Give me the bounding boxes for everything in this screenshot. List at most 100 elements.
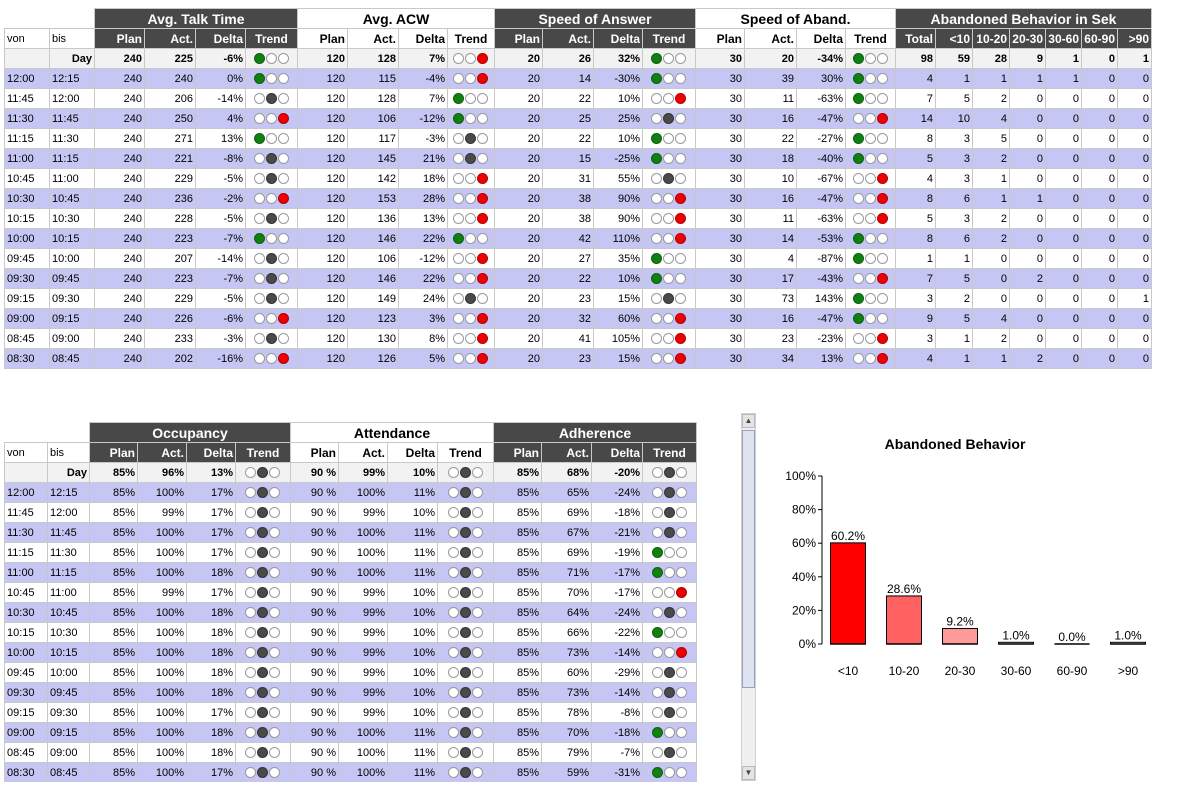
time-to: 11:30: [47, 542, 90, 563]
trend-cell: [642, 622, 697, 643]
cell-abandoned: 0: [1045, 108, 1082, 129]
scroll-down-arrow-icon[interactable]: ▼: [742, 766, 755, 780]
scroll-up-arrow-icon[interactable]: ▲: [742, 414, 755, 428]
trend-indicator: [447, 507, 484, 519]
cell-occ: 100%: [137, 662, 187, 683]
trend-dot-icon: [651, 667, 663, 679]
trend-dot-icon: [257, 567, 268, 579]
trend-cell: [245, 308, 298, 329]
cell-aband: 30: [695, 288, 745, 309]
cell-acw: -4%: [398, 68, 448, 89]
trend-indicator: [651, 193, 687, 205]
trend-dot-icon: [675, 627, 687, 639]
trend-indicator: [245, 547, 281, 559]
cell-abandoned: 0: [1009, 148, 1046, 169]
trend-dot-icon: [277, 113, 289, 125]
trend-indicator: [651, 173, 687, 185]
cell-talk: 225: [144, 48, 196, 69]
cell-soa: 23: [542, 348, 594, 369]
column-header: 10-20: [972, 28, 1010, 49]
cell-abandoned: 3: [935, 128, 973, 149]
trend-indicator: [852, 233, 889, 245]
bis-header: bis: [47, 442, 90, 463]
cell-abandoned: 0: [1045, 348, 1082, 369]
trend-dot-icon: [651, 153, 662, 165]
trend-dot-icon: [675, 173, 686, 185]
cell-abandoned: 4: [972, 308, 1010, 329]
trend-dot-icon: [465, 153, 476, 165]
cell-adh: 85%: [493, 622, 542, 643]
cell-aband: 30: [695, 108, 745, 129]
cell-att: 100%: [338, 722, 388, 743]
cell-abandoned: 0: [1009, 288, 1046, 309]
trend-dot-icon: [876, 193, 888, 205]
vertical-scrollbar[interactable]: ▲ ▼: [741, 413, 756, 781]
cell-adh: -8%: [591, 702, 643, 723]
trend-cell: [642, 308, 696, 329]
cell-aband: 11: [744, 208, 797, 229]
cell-occ: 100%: [137, 482, 187, 503]
trend-dot-icon: [245, 747, 256, 759]
cell-att: 99%: [338, 582, 388, 603]
cell-abandoned: 0: [1045, 308, 1082, 329]
cell-abandoned: 8: [895, 228, 936, 249]
cell-talk: 13%: [195, 128, 246, 149]
cell-acw: 146: [347, 268, 399, 289]
trend-dot-icon: [447, 507, 459, 519]
trend-indicator: [651, 687, 688, 699]
trend-indicator: [253, 173, 290, 185]
trend-dot-icon: [277, 53, 289, 65]
cell-talk: 229: [144, 168, 196, 189]
trend-dot-icon: [265, 313, 277, 325]
trend-dot-icon: [471, 467, 483, 479]
trend-dot-icon: [253, 173, 265, 185]
column-header: Delta: [796, 28, 846, 49]
column-header: Delta: [186, 442, 236, 463]
trend-dot-icon: [876, 273, 888, 285]
trend-dot-icon: [852, 153, 864, 165]
cell-abandoned: 0: [1045, 148, 1082, 169]
cell-occ: 85%: [89, 582, 138, 603]
trend-cell: [437, 682, 494, 703]
cell-att: 99%: [338, 502, 388, 523]
cell-occ: 17%: [186, 542, 236, 563]
cell-att: 11%: [387, 762, 438, 782]
trend-dot-icon: [257, 627, 268, 639]
y-tick-label: 100%: [785, 469, 816, 483]
trend-dot-icon: [471, 647, 483, 659]
trend-cell: [235, 622, 291, 643]
cell-abandoned: 2: [972, 88, 1010, 109]
cell-att: 90 %: [290, 482, 339, 503]
trend-dot-icon: [477, 213, 488, 225]
trend-dot-icon: [663, 747, 675, 759]
table-row: 09:30 09:45 240 223 -7% 120 146 22% 20 22 10% 30 17-…: [4, 268, 1152, 289]
trend-dot-icon: [253, 113, 265, 125]
trend-dot-icon: [245, 627, 256, 639]
trend-dot-icon: [477, 353, 488, 365]
trend-dot-icon: [269, 707, 280, 719]
cell-talk: 233: [144, 328, 196, 349]
cell-att: 90 %: [290, 562, 339, 583]
cell-abandoned: 2: [1009, 268, 1046, 289]
cell-adh: 85%: [493, 482, 542, 503]
trend-dot-icon: [459, 507, 471, 519]
time-to: 09:30: [49, 288, 95, 309]
trend-indicator: [447, 467, 484, 479]
trend-dot-icon: [876, 93, 888, 105]
column-header: 60-90: [1081, 28, 1118, 49]
scroll-thumb[interactable]: [742, 430, 755, 688]
cell-soa: 42: [542, 228, 594, 249]
cell-abandoned: 3: [935, 168, 973, 189]
von-header: von: [4, 28, 50, 49]
trend-dot-icon: [447, 487, 459, 499]
cell-talk: 240: [94, 188, 145, 209]
cell-abandoned: 0: [1009, 308, 1046, 329]
trend-dot-icon: [253, 73, 265, 85]
trend-dot-icon: [269, 507, 280, 519]
cell-aband: 16: [744, 188, 797, 209]
trend-dot-icon: [245, 767, 256, 779]
column-header: Trend: [235, 442, 291, 463]
time-from: 08:45: [4, 742, 48, 763]
cell-att: 100%: [338, 762, 388, 782]
cell-acw: 120: [297, 248, 348, 269]
